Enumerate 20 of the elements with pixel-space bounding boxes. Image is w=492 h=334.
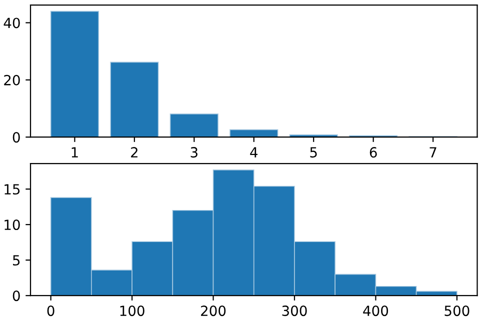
x-tick-label: 6 [370,147,377,158]
x-tick-label: 300 [282,306,307,316]
x-tick-label: 3 [190,147,198,158]
y-tick-label: 5 [13,255,20,266]
y-tick-label: 15 [4,184,20,195]
x-tick-label: 500 [444,306,470,316]
x-tick-label: 1 [72,147,78,158]
x-tick-label: 400 [363,306,388,316]
x-tick-label: 200 [201,306,226,316]
x-tick-label: 4 [250,147,258,158]
y-tick-label: 0 [12,290,20,302]
y-tick-label: 0 [12,132,20,143]
x-tick-label: 5 [310,147,317,158]
y-tick-label: 10 [4,220,20,230]
x-tick-label: 2 [131,147,138,158]
y-tick-label: 40 [4,18,20,28]
x-tick-label: 7 [430,147,436,158]
y-tick-label: 20 [4,74,20,86]
x-tick-label: 0 [47,306,54,316]
x-tick-label: 100 [120,306,144,316]
